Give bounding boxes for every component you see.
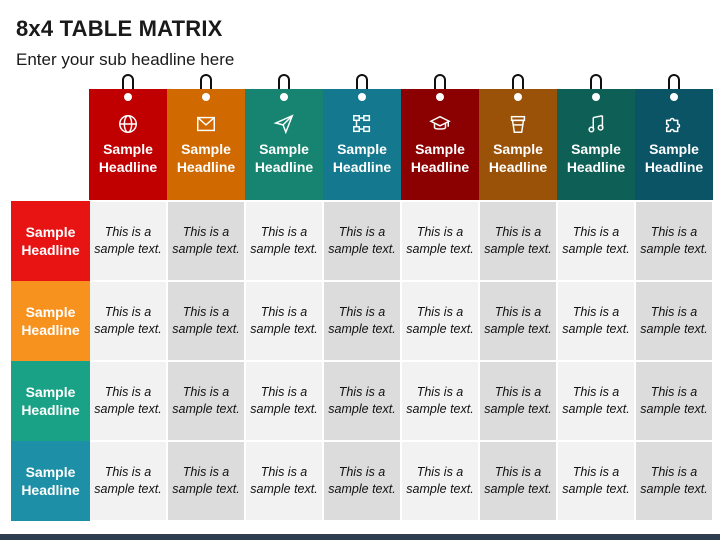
graduation-cap-icon bbox=[429, 115, 451, 130]
row-header-label: Sample Headline bbox=[21, 384, 80, 418]
table-cell: This is a sample text. bbox=[324, 442, 400, 520]
table-cell: This is a sample text. bbox=[168, 442, 244, 520]
table-cell: This is a sample text. bbox=[168, 202, 244, 280]
column-header-label: Sample Headline bbox=[254, 141, 314, 175]
globe-icon bbox=[119, 115, 137, 133]
table-cell: This is a sample text. bbox=[246, 362, 322, 440]
table-cell: This is a sample text. bbox=[558, 362, 634, 440]
tag-hole bbox=[202, 93, 210, 101]
table-cell: This is a sample text. bbox=[558, 442, 634, 520]
puzzle-icon bbox=[665, 117, 681, 133]
column-header-label: Sample Headline bbox=[644, 141, 704, 175]
column-header-1: Sample Headline bbox=[89, 89, 167, 200]
envelope-icon bbox=[197, 116, 215, 132]
table-cell: This is a sample text. bbox=[90, 362, 166, 440]
row-header-label: Sample Headline bbox=[21, 464, 80, 498]
tag-hole bbox=[436, 93, 444, 101]
column-header-label: Sample Headline bbox=[176, 141, 236, 175]
tag-hole bbox=[358, 93, 366, 101]
table-cell: This is a sample text. bbox=[558, 282, 634, 360]
music-note-icon bbox=[588, 115, 604, 133]
table-cell: This is a sample text. bbox=[480, 442, 556, 520]
table-cell: This is a sample text. bbox=[324, 202, 400, 280]
tag-hole bbox=[124, 93, 132, 101]
table-cell: This is a sample text. bbox=[246, 282, 322, 360]
table-cell: This is a sample text. bbox=[558, 202, 634, 280]
tag-hole bbox=[592, 93, 600, 101]
column-header-label: Sample Headline bbox=[488, 141, 548, 175]
column-header-8: Sample Headline bbox=[635, 89, 713, 200]
table-cell: This is a sample text. bbox=[324, 282, 400, 360]
cup-icon bbox=[510, 115, 526, 133]
bottom-bar bbox=[0, 534, 720, 540]
table-cell: This is a sample text. bbox=[90, 202, 166, 280]
tag-hole bbox=[514, 93, 522, 101]
table-cell: This is a sample text. bbox=[636, 362, 712, 440]
column-header-7: Sample Headline bbox=[557, 89, 635, 200]
table-cell: This is a sample text. bbox=[246, 202, 322, 280]
network-icon bbox=[353, 115, 371, 133]
column-header-label: Sample Headline bbox=[98, 141, 158, 175]
page-title: 8x4 TABLE MATRIX bbox=[16, 16, 223, 41]
table-cell: This is a sample text. bbox=[636, 202, 712, 280]
table-cell: This is a sample text. bbox=[168, 282, 244, 360]
row-header-2: Sample Headline bbox=[11, 281, 97, 361]
column-header-5: Sample Headline bbox=[401, 89, 479, 200]
table-cell: This is a sample text. bbox=[324, 362, 400, 440]
row-header-label: Sample Headline bbox=[21, 224, 80, 258]
table-cell: This is a sample text. bbox=[480, 362, 556, 440]
row-header-1: Sample Headline bbox=[11, 201, 97, 281]
column-header-6: Sample Headline bbox=[479, 89, 557, 200]
row-header-label: Sample Headline bbox=[21, 304, 80, 338]
table-cell: This is a sample text. bbox=[636, 442, 712, 520]
column-header-label: Sample Headline bbox=[566, 141, 626, 175]
table-cell: This is a sample text. bbox=[402, 282, 478, 360]
table-cell: This is a sample text. bbox=[402, 202, 478, 280]
column-header-4: Sample Headline bbox=[323, 89, 401, 200]
tag-hole bbox=[670, 93, 678, 101]
tag-hole bbox=[280, 93, 288, 101]
column-header-label: Sample Headline bbox=[410, 141, 470, 175]
table-cell: This is a sample text. bbox=[246, 442, 322, 520]
table-cell: This is a sample text. bbox=[90, 282, 166, 360]
page-subtitle: Enter your sub headline here bbox=[16, 50, 235, 69]
table-cell: This is a sample text. bbox=[480, 282, 556, 360]
row-header-3: Sample Headline bbox=[11, 361, 97, 441]
column-header-3: Sample Headline bbox=[245, 89, 323, 200]
column-header-label: Sample Headline bbox=[332, 141, 392, 175]
column-header-2: Sample Headline bbox=[167, 89, 245, 200]
table-cell: This is a sample text. bbox=[90, 442, 166, 520]
table-cell: This is a sample text. bbox=[480, 202, 556, 280]
table-cell: This is a sample text. bbox=[636, 282, 712, 360]
paper-plane-icon bbox=[273, 114, 294, 135]
table-cell: This is a sample text. bbox=[402, 442, 478, 520]
table-cell: This is a sample text. bbox=[168, 362, 244, 440]
table-cell: This is a sample text. bbox=[402, 362, 478, 440]
row-header-4: Sample Headline bbox=[11, 441, 97, 521]
